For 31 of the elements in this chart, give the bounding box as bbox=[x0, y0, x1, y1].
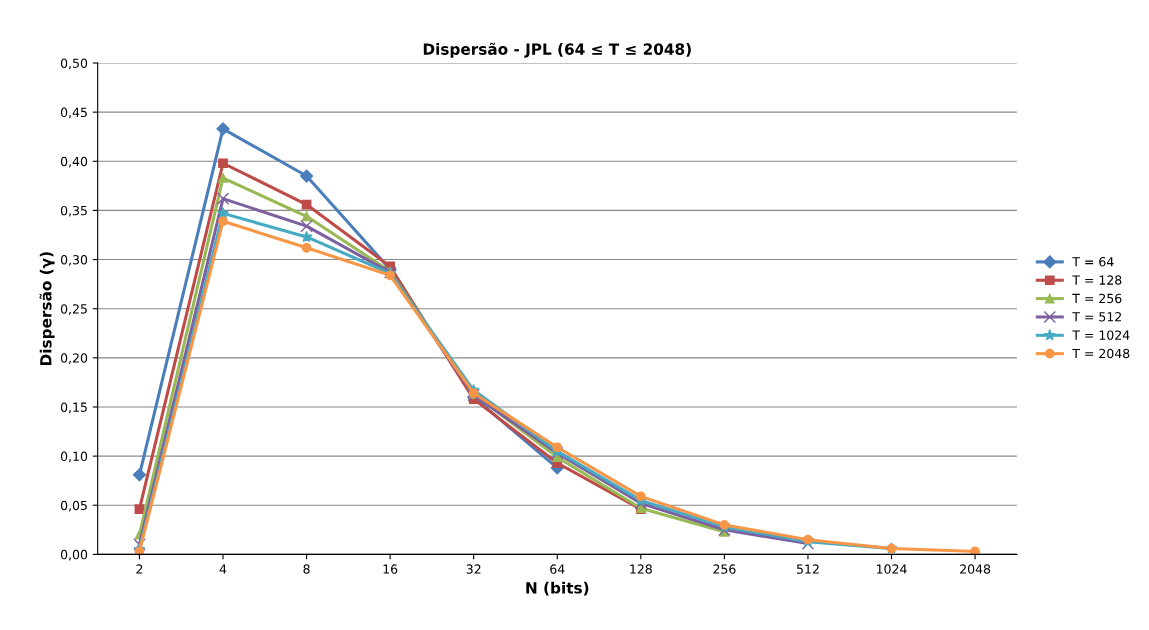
y-tick-label: 0,00 bbox=[60, 549, 88, 561]
x-tick-label: 2048 bbox=[960, 564, 991, 574]
y-tick-label: 0,35 bbox=[60, 205, 87, 217]
y-tick-label: 0,10 bbox=[60, 451, 88, 463]
x-tick-label: 32 bbox=[466, 564, 481, 574]
x-tick-label: 512 bbox=[796, 564, 819, 574]
y-tick-label: 0,40 bbox=[60, 156, 88, 168]
chart-title: Dispersão - JPL (64 ≤ T ≤ 2048) bbox=[423, 42, 691, 58]
legend-label: T = 256 bbox=[1072, 293, 1122, 304]
y-tick-label: 0,15 bbox=[60, 402, 87, 414]
x-tick-label: 128 bbox=[630, 564, 652, 574]
x-axis-title: N (bits) bbox=[526, 581, 589, 596]
x-tick-label: 256 bbox=[713, 564, 736, 574]
x-tick-label: 4 bbox=[219, 564, 227, 574]
y-tick-label: 0,05 bbox=[60, 500, 87, 512]
legend-label: T = 512 bbox=[1072, 312, 1121, 322]
y-tick-label: 0,50 bbox=[60, 58, 88, 70]
x-tick-label: 16 bbox=[383, 564, 398, 574]
x-tick-label: 1024 bbox=[876, 564, 907, 574]
y-axis-title: Dispersão (γ) bbox=[39, 252, 55, 366]
y-tick-label: 0,45 bbox=[60, 107, 87, 119]
y-tick-label: 0,20 bbox=[60, 353, 88, 365]
x-tick-label: 8 bbox=[303, 564, 310, 574]
legend-label: T = 128 bbox=[1072, 275, 1122, 285]
x-tick-label: 64 bbox=[550, 564, 565, 574]
y-tick-label: 0,30 bbox=[60, 255, 88, 266]
x-tick-label: 2 bbox=[136, 564, 143, 574]
legend-label: T = 1024 bbox=[1072, 330, 1130, 340]
legend-label: T = 2048 bbox=[1072, 348, 1130, 359]
legend-label: T = 64 bbox=[1072, 257, 1114, 267]
y-tick-label: 0,25 bbox=[60, 304, 87, 315]
